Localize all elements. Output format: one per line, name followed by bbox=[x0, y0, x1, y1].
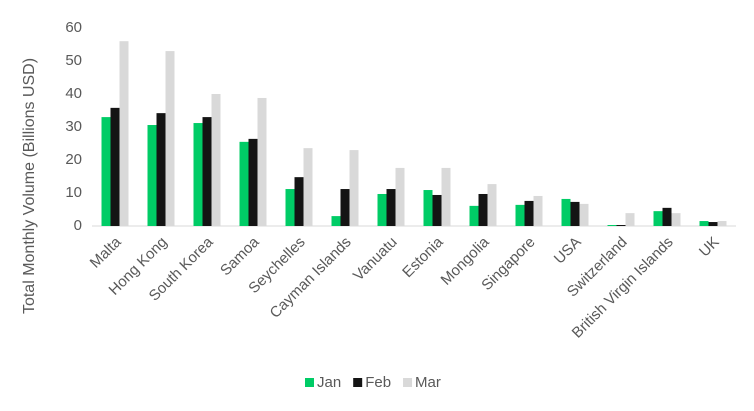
bar bbox=[625, 213, 635, 226]
y-axis-title: Total Monthly Volume (Billions USD) bbox=[21, 58, 38, 314]
bar bbox=[211, 94, 221, 226]
bar bbox=[708, 222, 718, 226]
y-tick-label: 30 bbox=[65, 118, 82, 135]
x-tick-label: Malta bbox=[87, 233, 125, 271]
bar bbox=[386, 189, 396, 226]
bar bbox=[717, 221, 727, 226]
bar bbox=[533, 195, 543, 226]
legend-label: Feb bbox=[365, 374, 391, 391]
bar bbox=[156, 113, 166, 226]
bar bbox=[248, 138, 258, 226]
legend-label: Jan bbox=[317, 374, 341, 391]
legend-label: Mar bbox=[415, 374, 441, 391]
bar bbox=[662, 207, 672, 226]
bar bbox=[303, 148, 313, 226]
bar bbox=[165, 51, 175, 226]
legend-swatch bbox=[305, 378, 314, 387]
bar bbox=[515, 204, 525, 226]
bar bbox=[257, 97, 267, 227]
bar bbox=[110, 107, 120, 226]
bar bbox=[147, 125, 157, 226]
bar bbox=[349, 150, 359, 226]
bar bbox=[653, 211, 663, 226]
bar bbox=[570, 201, 580, 226]
x-tick-label: Samoa bbox=[217, 233, 263, 279]
x-tick-label: Vanuatu bbox=[350, 234, 401, 285]
bar bbox=[119, 41, 129, 227]
bar bbox=[193, 123, 203, 226]
y-tick-label: 40 bbox=[65, 85, 82, 102]
bar bbox=[478, 193, 488, 226]
bar bbox=[579, 203, 589, 226]
y-tick-label: 60 bbox=[65, 19, 82, 36]
bar bbox=[469, 205, 479, 226]
x-tick-label: Cayman Islands bbox=[267, 234, 355, 322]
legend-swatch bbox=[353, 378, 363, 387]
bar bbox=[699, 221, 709, 226]
x-tick-label: USA bbox=[551, 234, 585, 268]
bar bbox=[377, 193, 387, 226]
y-tick-label: 0 bbox=[74, 217, 82, 234]
bar bbox=[616, 225, 626, 226]
bar bbox=[239, 141, 249, 226]
legend-swatch bbox=[403, 378, 413, 387]
bar bbox=[423, 190, 433, 226]
y-tick-label: 10 bbox=[65, 184, 82, 201]
bar bbox=[340, 189, 350, 226]
bar bbox=[294, 177, 304, 226]
bar bbox=[524, 200, 534, 226]
bar bbox=[285, 189, 295, 226]
bar bbox=[202, 117, 212, 226]
bar bbox=[441, 167, 451, 226]
bar bbox=[561, 198, 571, 226]
x-tick-label: UK bbox=[696, 234, 723, 261]
y-tick-label: 20 bbox=[65, 151, 82, 168]
bar bbox=[101, 117, 111, 226]
bar bbox=[432, 194, 442, 226]
bar bbox=[671, 213, 681, 226]
y-tick-label: 50 bbox=[65, 52, 82, 69]
bar bbox=[487, 184, 497, 226]
bar bbox=[395, 167, 405, 226]
bar bbox=[331, 216, 341, 226]
bar bbox=[607, 225, 617, 226]
